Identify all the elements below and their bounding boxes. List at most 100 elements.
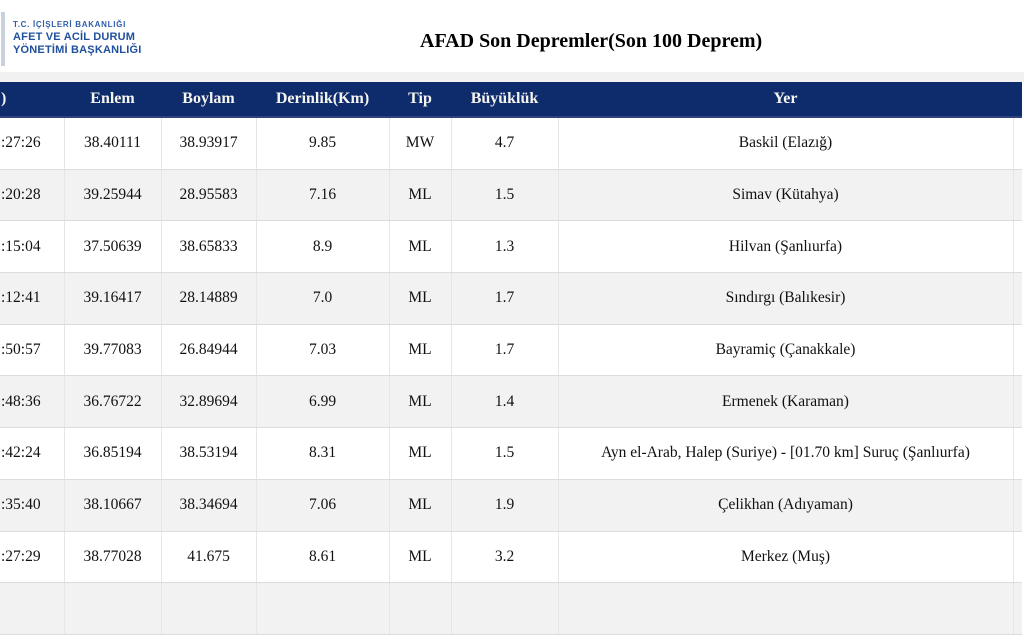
cell-tip: ML: [389, 220, 452, 274]
cell-time: [0, 582, 65, 635]
table-row: :15:04 37.50639 38.65833 8.9 ML 1.3 Hilvan (Şa…: [0, 220, 1022, 274]
table-header-row: ) Enlem Boylam Derinlik(Km) Tip Büyüklük Yer: [0, 82, 1022, 118]
cell-yer: Sındırgı (Balıkesir): [558, 272, 1014, 325]
cell-enlem: 36.85194: [64, 427, 162, 480]
cell-time: :42:24: [0, 427, 65, 480]
cell-extra: [1013, 169, 1022, 222]
cell-buyukluk: 3.2: [451, 531, 559, 584]
cell-time: :20:28: [0, 169, 65, 222]
cell-enlem: 39.16417: [64, 272, 162, 325]
cell-yer: Simav (Kütahya): [558, 169, 1014, 222]
cell-yer: Hilvan (Şanlıurfa): [558, 220, 1014, 274]
top-banner: T.C. İÇİŞLERİ BAKANLIĞI AFET VE ACİL DUR…: [0, 0, 1024, 72]
cell-yer: Çelikhan (Adıyaman): [558, 479, 1014, 532]
cell-boylam: 32.89694: [161, 375, 257, 429]
top-gray-strip: [0, 72, 1024, 82]
logo-line-afad-1: AFET VE ACİL DURUM: [13, 31, 136, 43]
cell-tip: ML: [389, 531, 452, 584]
cell-yer: Merkez (Muş): [558, 531, 1014, 584]
cell-buyukluk: 1.4: [451, 375, 559, 429]
cell-buyukluk: 1.5: [451, 169, 559, 222]
logo-accent-bar: [1, 12, 5, 66]
cell-yer: Ermenek (Karaman): [558, 375, 1014, 429]
cell-time: :27:26: [0, 117, 65, 170]
cell-derinlik: 8.61: [256, 531, 390, 584]
cell-time: :27:29: [0, 531, 65, 584]
logo-text: T.C. İÇİŞLERİ BAKANLIĞI AFET VE ACİL DUR…: [13, 20, 141, 57]
cell-extra: [1013, 117, 1022, 170]
cell-yer: Ayn el-Arab, Halep (Suriye) - [01.70 km]…: [558, 427, 1014, 480]
cell-tip: ML: [389, 375, 452, 429]
cell-buyukluk: 1.3: [451, 220, 559, 274]
cell-yer: [558, 582, 1014, 635]
col-header-yer: Yer: [558, 82, 1013, 118]
page-title: AFAD Son Depremler(Son 100 Deprem): [420, 30, 763, 52]
table-row: :20:28 39.25944 28.95583 7.16 ML 1.5 Simav (Kü…: [0, 169, 1022, 222]
table-row: :35:40 38.10667 38.34694 7.06 ML 1.9 Çelikhan …: [0, 479, 1022, 532]
logo-line-afad-2: YÖNETİMİ BAŞKANLIĞI: [13, 44, 142, 56]
table-row: :48:36 36.76722 32.89694 6.99 ML 1.4 Ermenek (…: [0, 375, 1022, 429]
cell-derinlik: 7.03: [256, 324, 390, 377]
afad-logo: T.C. İÇİŞLERİ BAKANLIĞI AFET VE ACİL DUR…: [0, 0, 200, 72]
cell-boylam: [161, 582, 257, 635]
table-header: ) Enlem Boylam Derinlik(Km) Tip Büyüklük Yer: [0, 82, 1022, 118]
cell-extra: [1013, 531, 1022, 584]
cell-tip: ML: [389, 272, 452, 325]
col-header-derinlik: Derinlik(Km): [256, 82, 389, 118]
cell-derinlik: 8.9: [256, 220, 390, 274]
cell-buyukluk: [451, 582, 559, 635]
earthquakes-table: ) Enlem Boylam Derinlik(Km) Tip Büyüklük Yer :…: [0, 82, 1022, 635]
cell-enlem: [64, 582, 162, 635]
cell-yer: Bayramiç (Çanakkale): [558, 324, 1014, 377]
col-header-buyukluk: Büyüklük: [451, 82, 558, 118]
cell-time: :12:41: [0, 272, 65, 325]
logo-line-ministry: T.C. İÇİŞLERİ BAKANLIĞI: [13, 20, 126, 29]
cell-boylam: 41.675: [161, 531, 257, 584]
cell-tip: MW: [389, 117, 452, 170]
cell-buyukluk: 1.7: [451, 272, 559, 325]
cell-extra: [1013, 272, 1022, 325]
cell-tip: ML: [389, 324, 452, 377]
table-row: :42:24 36.85194 38.53194 8.31 ML 1.5 Ayn el-Ar…: [0, 427, 1022, 480]
cell-boylam: 28.14889: [161, 272, 257, 325]
cell-enlem: 38.40111: [64, 117, 162, 170]
col-header-time: ): [0, 82, 64, 118]
cell-boylam: 26.84944: [161, 324, 257, 377]
cell-tip: [389, 582, 452, 635]
cell-buyukluk: 1.7: [451, 324, 559, 377]
cell-enlem: 39.77083: [64, 324, 162, 377]
cell-time: :50:57: [0, 324, 65, 377]
cell-buyukluk: 1.5: [451, 427, 559, 480]
cell-derinlik: 7.0: [256, 272, 390, 325]
table-row: :27:26 38.40111 38.93917 9.85 MW 4.7 Baskil (E…: [0, 117, 1022, 170]
cell-time: :48:36: [0, 375, 65, 429]
cell-extra: [1013, 220, 1022, 274]
col-header-tip: Tip: [389, 82, 451, 118]
cell-extra: [1013, 582, 1022, 635]
cell-boylam: 38.34694: [161, 479, 257, 532]
cell-boylam: 38.53194: [161, 427, 257, 480]
cell-extra: [1013, 427, 1022, 480]
cell-derinlik: 6.99: [256, 375, 390, 429]
cell-extra: [1013, 375, 1022, 429]
cell-enlem: 36.76722: [64, 375, 162, 429]
cell-enlem: 39.25944: [64, 169, 162, 222]
col-header-enlem: Enlem: [64, 82, 161, 118]
cell-boylam: 28.95583: [161, 169, 257, 222]
cell-buyukluk: 1.9: [451, 479, 559, 532]
cell-extra: [1013, 324, 1022, 377]
cell-enlem: 38.10667: [64, 479, 162, 532]
table-row: :50:57 39.77083 26.84944 7.03 ML 1.7 Bayramiç …: [0, 324, 1022, 377]
table-row: :27:29 38.77028 41.675 8.61 ML 3.2 Merkez (Muş…: [0, 531, 1022, 584]
table-row: :12:41 39.16417 28.14889 7.0 ML 1.7 Sındırgı (…: [0, 272, 1022, 325]
cell-enlem: 37.50639: [64, 220, 162, 274]
cell-boylam: 38.65833: [161, 220, 257, 274]
cell-derinlik: [256, 582, 390, 635]
cell-yer: Baskil (Elazığ): [558, 117, 1014, 170]
table-row-partial: [0, 582, 1022, 635]
col-header-boylam: Boylam: [161, 82, 256, 118]
table-body: :27:26 38.40111 38.93917 9.85 MW 4.7 Baskil (E…: [0, 117, 1022, 635]
cell-enlem: 38.77028: [64, 531, 162, 584]
cell-derinlik: 9.85: [256, 117, 390, 170]
